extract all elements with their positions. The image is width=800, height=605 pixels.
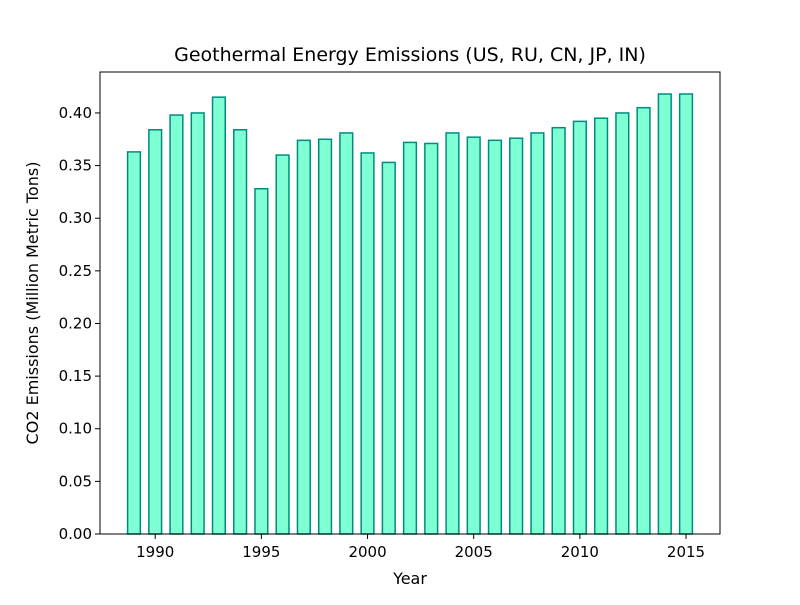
- x-tick-label: 1990: [136, 543, 174, 561]
- x-tick-label: 1995: [242, 543, 280, 561]
- x-axis-ticks: 1990 1995 2000 2005 2010 2015: [136, 534, 705, 561]
- bar-1994: [233, 129, 248, 535]
- bar-1999: [339, 132, 354, 535]
- y-tick-label: 0.05: [59, 472, 92, 490]
- y-tick-label: 0.30: [59, 209, 92, 227]
- bar-2002: [402, 141, 418, 535]
- bar-1991: [169, 114, 184, 535]
- bar-2000: [360, 152, 375, 535]
- chart-title: Geothermal Energy Emissions (US, RU, CN,…: [174, 44, 646, 66]
- bar-2014: [657, 93, 672, 535]
- bar-2006: [487, 139, 503, 535]
- y-tick-label: 0.40: [59, 104, 92, 122]
- bar-2011: [593, 117, 609, 535]
- bar-2003: [424, 142, 439, 535]
- x-tick-label: 2015: [667, 543, 705, 561]
- x-tick-label: 2010: [561, 543, 599, 561]
- y-tick-label: 0.00: [59, 525, 92, 543]
- x-axis-label: Year: [392, 569, 427, 588]
- bar-2001: [381, 161, 396, 535]
- bar-1997: [296, 139, 311, 535]
- x-tick-label: 2005: [455, 543, 493, 561]
- y-tick-label: 0.20: [59, 314, 92, 332]
- bar-1990: [148, 129, 163, 535]
- bar-2004: [445, 132, 460, 535]
- bar-2015: [678, 93, 694, 535]
- bar-2012: [615, 112, 630, 535]
- y-tick-label: 0.25: [59, 262, 92, 280]
- bar-1996: [275, 154, 290, 535]
- y-axis-ticks: 0.00 0.05 0.10 0.15 0.20 0.25 0.30 0.35 0.40: [59, 104, 100, 543]
- bar-1993: [211, 96, 227, 535]
- bars-group: [126, 93, 694, 535]
- bar-1995: [254, 187, 269, 535]
- y-tick-label: 0.10: [59, 420, 92, 438]
- bar-2010: [572, 120, 587, 535]
- bar-2008: [530, 132, 545, 535]
- bar-2009: [551, 126, 566, 535]
- bar-2005: [466, 136, 481, 535]
- bar-1992: [190, 112, 205, 535]
- y-axis-label: CO2 Emissions (Million Metric Tons): [23, 162, 42, 445]
- bar-2013: [636, 106, 651, 535]
- y-tick-label: 0.15: [59, 367, 92, 385]
- bar-1989: [126, 151, 142, 535]
- y-tick-label: 0.35: [59, 157, 92, 175]
- bar-1998: [317, 138, 333, 535]
- plot-frame: [99, 71, 721, 535]
- bar-2007: [509, 137, 524, 535]
- x-tick-label: 2000: [348, 543, 386, 561]
